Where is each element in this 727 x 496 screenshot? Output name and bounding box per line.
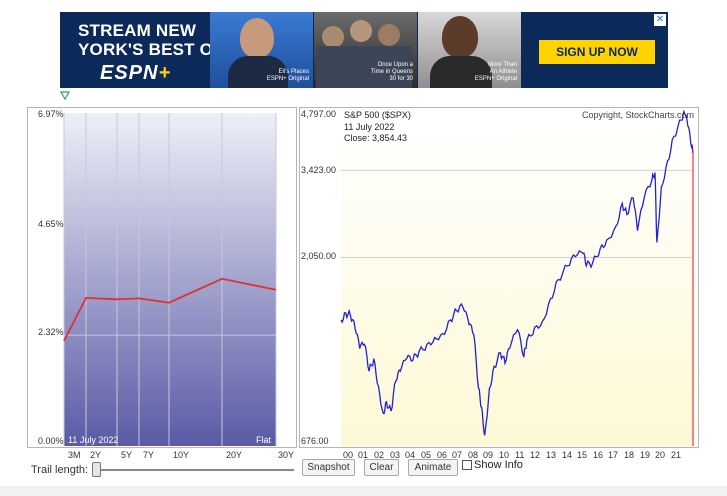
snapshot-button[interactable]: Snapshot (302, 459, 355, 476)
sp500-x-tick: 06 (437, 450, 448, 460)
yield-y-tick: 0.00% (38, 436, 64, 446)
caption-line: More Than (488, 62, 517, 68)
espn-ad-banner[interactable]: STREAM NEW YORK'S BEST ON ESPN+ Eli's Pl… (60, 12, 668, 88)
page-bottom-bar (0, 486, 727, 496)
sp500-x-tick: 11 (515, 450, 525, 460)
sp500-x-tick: 13 (546, 450, 557, 460)
yield-y-tick: 6.97% (38, 109, 64, 119)
yield-x-tick: 20Y (226, 450, 243, 460)
sp500-x-tick: 07 (452, 450, 463, 460)
espn-plus-logo: ESPN+ (100, 62, 171, 85)
sp500-x-tick: 12 (530, 450, 541, 460)
yield-x-tick: 2Y (90, 450, 102, 460)
yield-x-tick: 7Y (143, 450, 155, 460)
yield-date-label: 11 July 2022 (68, 435, 119, 445)
ad-photo-queens: Once Upon a Time in Queens 30 for 30 (314, 12, 417, 88)
sp500-x-tick: 04 (405, 450, 416, 460)
yield-x-tick: 5Y (121, 450, 133, 460)
sp500-x-tick: 19 (640, 450, 651, 460)
yield-x-tick: 10Y (173, 450, 190, 460)
sp500-x-tick: 00 (343, 450, 354, 460)
show-info-checkbox[interactable] (462, 460, 472, 470)
sp500-price-line (340, 109, 694, 436)
caption-line: Once Upon a (377, 62, 413, 68)
sp500-date: 11 July 2022 (344, 122, 395, 132)
ad-photo-athlete: More Than An Athlete ESPN+ Original (418, 12, 521, 88)
caption-line: Time in Queens (370, 69, 413, 75)
caption-line: ESPN+ Original (474, 76, 517, 82)
sp500-x-tick: 02 (374, 450, 385, 460)
yield-area-fill (64, 113, 276, 446)
sp500-y-tick: 4,797.00 (301, 109, 337, 119)
sp500-x-tick: 09 (483, 450, 494, 460)
sp500-x-tick: 18 (624, 450, 635, 460)
sp500-x-tick: 20 (655, 450, 666, 460)
sp500-background (341, 113, 693, 446)
caption-line: ESPN+ Original (266, 76, 309, 82)
ad-headline: STREAM NEW YORK'S BEST ON (78, 21, 226, 59)
sp500-x-tick: 17 (608, 450, 619, 460)
sp500-y-tick: 3,423.00 (301, 165, 337, 175)
espn-logo-plus: + (158, 62, 172, 84)
ad-headline-line-2: YORK'S BEST ON (78, 40, 226, 59)
sp500-grid (341, 169, 693, 258)
sign-up-button[interactable]: SIGN UP NOW (539, 40, 655, 64)
sp500-y-tick: 2,050.00 (301, 251, 337, 261)
adchoices-icon[interactable] (60, 91, 70, 100)
caption-line: Eli's Places (278, 69, 310, 75)
ad-headline-line-1: STREAM NEW (78, 21, 197, 40)
ad-photo-caption: Once Upon a Time in Queens 30 for 30 (314, 62, 413, 83)
sp500-x-tick: 10 (499, 450, 510, 460)
copyright-label: Copyright, StockCharts.com (581, 110, 694, 120)
ad-close-icon[interactable]: ✕ (654, 14, 666, 26)
sp500-x-tick: 21 (671, 450, 682, 460)
ad-photo-eli: Eli's Places ESPN+ Original (210, 12, 313, 88)
yield-curve-line (63, 277, 277, 342)
yield-x-tick: 3M (68, 450, 81, 460)
caption-line: An Athlete (489, 69, 517, 75)
sp500-y-tick: 676.00 (301, 436, 329, 446)
sp500-x-tick: 01 (358, 450, 369, 460)
clear-button[interactable]: Clear (364, 459, 399, 476)
sp500-x-tick: 05 (421, 450, 432, 460)
caption-line: 30 for 30 (389, 76, 413, 82)
yield-y-tick: 2.32% (38, 327, 64, 337)
sp500-x-tick: 14 (562, 450, 573, 460)
trail-length-label: Trail length: (31, 464, 89, 476)
yield-y-tick: 4.65% (38, 219, 64, 229)
show-info-label: Show Info (474, 459, 523, 471)
sp500-close: Close: 3,854.43 (344, 133, 408, 143)
yield-curve-shape: Flat (256, 435, 272, 445)
animate-button[interactable]: Animate (408, 459, 458, 476)
trail-length-track[interactable] (96, 469, 294, 471)
trail-length-slider-handle[interactable] (92, 462, 101, 477)
ad-photo-caption: Eli's Places ESPN+ Original (210, 69, 309, 83)
sp500-x-tick: 08 (468, 450, 479, 460)
sp500-x-tick: 16 (593, 450, 604, 460)
espn-logo-text: ESPN (100, 62, 159, 84)
ad-photo-caption: More Than An Athlete ESPN+ Original (418, 62, 517, 83)
yield-x-tick: 30Y (278, 450, 295, 460)
sp500-x-tick: 03 (390, 450, 401, 460)
sp500-x-tick: 15 (577, 450, 588, 460)
sp500-title: S&P 500 ($SPX) (344, 110, 411, 120)
